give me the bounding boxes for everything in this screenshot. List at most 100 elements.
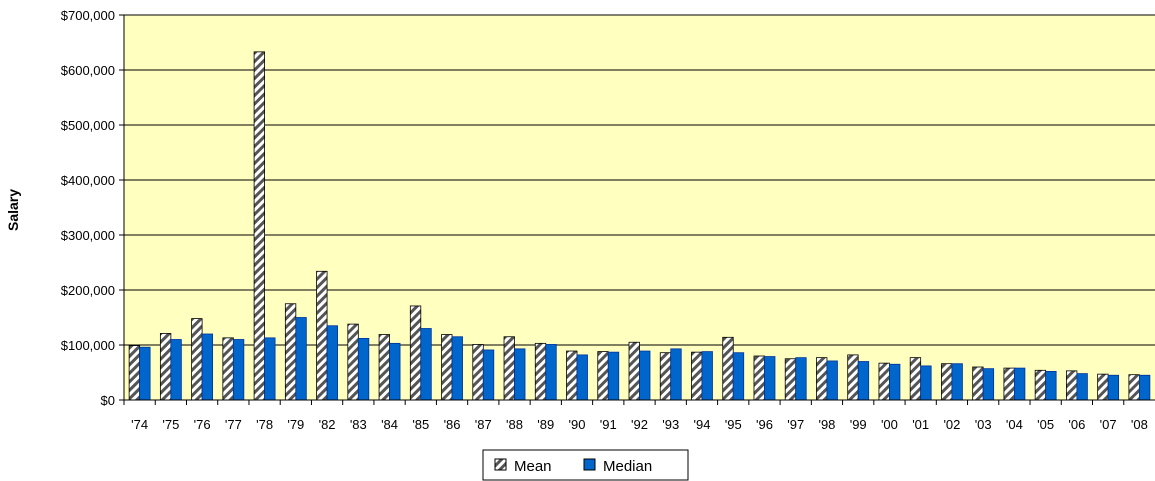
bar-median <box>732 352 745 401</box>
bar-mean <box>691 351 703 401</box>
bar-mean <box>878 362 890 401</box>
bar-mean <box>191 318 203 401</box>
x-tick-label: '06 <box>1068 417 1085 432</box>
x-tick-label: '87 <box>475 417 492 432</box>
y-tick-label: $0 <box>101 393 115 408</box>
bar-median <box>1107 374 1120 401</box>
bar-median <box>920 365 932 401</box>
x-tick-label: '92 <box>631 417 648 432</box>
y-tick-label: $300,000 <box>61 228 115 243</box>
bar-mean <box>1065 370 1078 401</box>
bar-median <box>232 339 245 401</box>
bar-mean <box>909 357 922 401</box>
bar-median <box>1014 367 1026 401</box>
y-tick-labels: $0 $100,000 $200,000 $300,000 $400,000 $500,0… <box>61 8 115 408</box>
bar-median <box>889 363 901 401</box>
x-tick-label: '94 <box>694 417 711 432</box>
bar-mean <box>1003 367 1015 401</box>
bars <box>128 51 1151 401</box>
bar-mean <box>847 354 859 401</box>
bar-mean <box>284 303 297 401</box>
bar-mean <box>1128 374 1140 401</box>
bar-mean <box>128 345 141 401</box>
bar-median <box>857 361 870 401</box>
bar-median <box>607 351 620 401</box>
bar-median <box>951 363 963 401</box>
x-tick-label: '99 <box>850 417 867 432</box>
y-tick-label: $500,000 <box>61 118 115 133</box>
x-tick-labels: '74 '75 '76 '77 '78 '79 '82 '83 '84 '85 '86 '87 '88 '… <box>131 417 1148 432</box>
x-tick-label: '77 <box>225 417 242 432</box>
x-tick-label: '88 <box>506 417 523 432</box>
bar-mean <box>1097 373 1109 401</box>
x-tick-label: '02 <box>943 417 960 432</box>
bar-mean <box>159 333 172 401</box>
x-tick-label: '86 <box>444 417 461 432</box>
x-tick-label: '75 <box>162 417 179 432</box>
bar-mean <box>972 366 984 401</box>
bar-median <box>826 360 838 401</box>
bar-median <box>295 317 307 401</box>
bar-median <box>389 342 401 401</box>
bar-mean <box>722 336 734 401</box>
x-tick-label: '78 <box>256 417 273 432</box>
bar-mean <box>222 337 234 401</box>
x-tick-label: '85 <box>412 417 429 432</box>
bar-mean <box>316 270 328 401</box>
x-tick-label: '84 <box>381 417 398 432</box>
bar-mean <box>597 351 609 401</box>
y-tick-label: $700,000 <box>61 8 115 23</box>
bar-mean <box>253 51 265 401</box>
bar-median <box>701 351 713 401</box>
legend-label-mean: Mean <box>514 458 552 475</box>
bar-mean <box>784 358 797 401</box>
legend-label-median: Median <box>603 458 652 475</box>
bar-mean <box>628 341 640 401</box>
x-tick-label: '05 <box>1037 417 1054 432</box>
bar-median <box>982 368 995 401</box>
legend-swatch-mean <box>494 458 507 471</box>
x-tick-label: '07 <box>1100 417 1117 432</box>
x-tick-label: '79 <box>287 417 304 432</box>
bar-median <box>576 354 588 401</box>
x-tick-label: '96 <box>756 417 773 432</box>
bar-median <box>170 339 182 401</box>
bar-mean <box>378 334 390 401</box>
bar-median <box>201 333 214 401</box>
x-tick-label: '08 <box>1131 417 1148 432</box>
bar-mean <box>472 344 484 401</box>
bar-median <box>139 346 151 401</box>
legend: Mean Median <box>482 449 689 481</box>
x-tick-label: '76 <box>194 417 211 432</box>
bar-median <box>1076 373 1088 401</box>
x-tick-label: '97 <box>787 417 804 432</box>
bar-mean <box>409 305 422 401</box>
x-tick-label: '00 <box>881 417 898 432</box>
bar-mean <box>753 355 765 401</box>
bar-median <box>420 328 432 401</box>
bar-median <box>1045 370 1057 401</box>
x-tick-label: '89 <box>537 417 554 432</box>
y-tick-label: $100,000 <box>61 338 115 353</box>
legend-swatch-median <box>583 458 596 471</box>
bar-mean <box>816 357 828 401</box>
y-tick-label: $600,000 <box>61 63 115 78</box>
bar-mean <box>534 342 547 401</box>
bar-median <box>514 348 526 401</box>
bar-mean <box>1034 369 1047 401</box>
bar-median <box>1138 374 1151 401</box>
x-tick-label: '03 <box>975 417 992 432</box>
bar-mean <box>503 336 515 401</box>
bar-median <box>639 350 651 401</box>
bar-median <box>545 344 557 401</box>
y-axis-label: Salary <box>5 189 21 231</box>
x-tick-label: '01 <box>912 417 929 432</box>
x-tick-label: '95 <box>725 417 742 432</box>
bar-median <box>357 337 370 401</box>
x-tick-label: '93 <box>662 417 679 432</box>
x-tick-label: '74 <box>131 417 148 432</box>
bar-mean <box>941 363 953 401</box>
bar-median <box>764 356 776 401</box>
bar-mean <box>441 334 453 401</box>
